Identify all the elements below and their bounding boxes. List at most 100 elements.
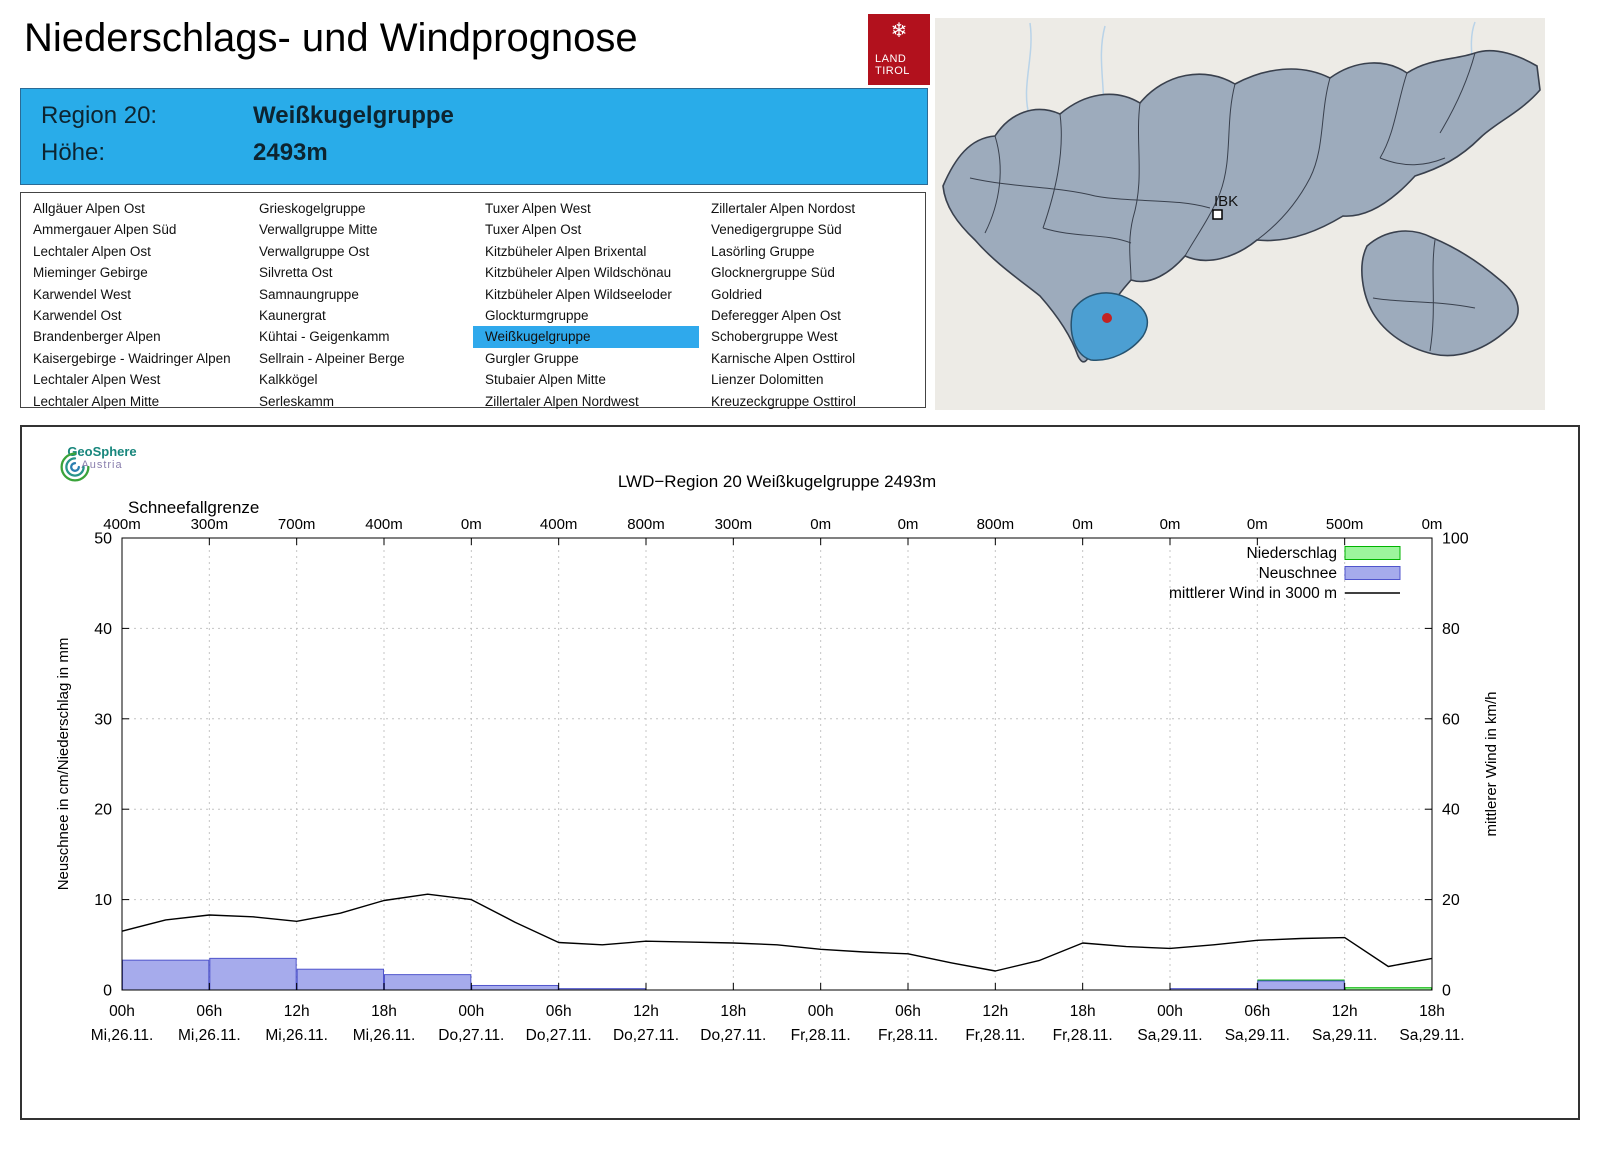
region-list-item[interactable]: Grieskogelgruppe bbox=[259, 201, 366, 216]
svg-text:Mi,26.11.: Mi,26.11. bbox=[353, 1027, 416, 1044]
svg-text:Sa,29.11.: Sa,29.11. bbox=[1137, 1027, 1202, 1044]
region-list-item[interactable]: Kitzbüheler Alpen Wildschönau bbox=[485, 265, 672, 281]
region-header: Region 20: Weißkugelgruppe Höhe: 2493m bbox=[20, 88, 928, 185]
region-list-item[interactable]: Kitzbüheler Alpen Wildseeloder bbox=[485, 286, 672, 302]
region-list-item[interactable]: Karnische Alpen Osttirol bbox=[711, 350, 856, 366]
page-title: Niederschlags- und Windprognose bbox=[24, 16, 638, 60]
region-name-value: Weißkugelgruppe bbox=[253, 102, 454, 129]
svg-text:mittlerer Wind in 3000 m: mittlerer Wind in 3000 m bbox=[1169, 585, 1337, 602]
region-list-item[interactable]: Mieminger Gebirge bbox=[33, 265, 148, 281]
region-list: Allgäuer Alpen Ost Ammergauer Alpen Süd Le… bbox=[20, 192, 926, 409]
svg-text:700m: 700m bbox=[278, 516, 316, 533]
ibk-label: IBK bbox=[1214, 193, 1238, 210]
svg-text:0m: 0m bbox=[1247, 516, 1268, 533]
svg-text:06h: 06h bbox=[546, 1003, 572, 1020]
svg-text:80: 80 bbox=[1442, 621, 1460, 638]
region-list-item[interactable]: Gurgler Gruppe bbox=[485, 350, 579, 366]
region-list-item[interactable]: Tuxer Alpen Ost bbox=[485, 222, 582, 238]
svg-text:06h: 06h bbox=[1244, 1003, 1270, 1020]
geosphere-name: GeoSphere bbox=[67, 444, 137, 459]
svg-text:0m: 0m bbox=[1072, 516, 1093, 533]
region-list-item[interactable]: Brandenberger Alpen bbox=[33, 329, 161, 345]
region-list-item[interactable]: Kreuzeckgruppe Osttirol bbox=[711, 393, 856, 409]
tirol-map-svg: IBK bbox=[935, 18, 1545, 410]
region-list-item[interactable]: Lienzer Dolomitten bbox=[711, 372, 824, 388]
svg-text:0m: 0m bbox=[810, 516, 831, 533]
ibk-marker bbox=[1212, 209, 1223, 220]
region-list-item[interactable]: Kühtai - Geigenkamm bbox=[259, 329, 390, 345]
region-list-item[interactable]: Sellrain - Alpeiner Berge bbox=[259, 350, 405, 366]
region-list-item[interactable]: Goldried bbox=[711, 286, 763, 302]
north-tirol-districts[interactable] bbox=[942, 49, 1541, 363]
selected-region-shape[interactable] bbox=[1070, 292, 1148, 361]
svg-text:40: 40 bbox=[1442, 802, 1460, 819]
region-list-item[interactable]: Lasörling Gruppe bbox=[711, 243, 815, 259]
tirol-region-map[interactable]: IBK bbox=[935, 18, 1545, 410]
svg-text:500m: 500m bbox=[1326, 516, 1364, 533]
region-list-item[interactable]: Karwendel West bbox=[33, 286, 132, 302]
region-list-item[interactable]: Zillertaler Alpen Nordost bbox=[711, 201, 856, 216]
region-list-item[interactable]: Weißkugelgruppe bbox=[473, 326, 699, 348]
svg-text:400m: 400m bbox=[365, 516, 403, 533]
region-list-item[interactable]: Kalkkögel bbox=[259, 372, 318, 388]
region-list-item[interactable]: Kaunergrat bbox=[259, 308, 326, 324]
region-list-item[interactable]: Deferegger Alpen Ost bbox=[711, 308, 841, 324]
svg-text:Schneefallgrenze: Schneefallgrenze bbox=[128, 498, 259, 517]
river-line bbox=[1025, 22, 1032, 119]
svg-text:Do,27.11.: Do,27.11. bbox=[438, 1027, 504, 1044]
svg-text:00h: 00h bbox=[458, 1003, 484, 1020]
forecast-chart: 0 10 20 30 40 50 0 20 40 60 80 100 00h 06h 12h 18h 00h 06… bbox=[55, 472, 1500, 1044]
svg-text:0: 0 bbox=[103, 983, 112, 1000]
svg-text:mittlerer Wind in km/h: mittlerer Wind in km/h bbox=[1483, 691, 1500, 836]
svg-text:100: 100 bbox=[1442, 531, 1469, 548]
region-list-item[interactable]: Kitzbüheler Alpen Brixental bbox=[485, 243, 647, 259]
land-tirol-logo: ❄ LAND TIROL bbox=[868, 14, 930, 85]
region-list-item[interactable]: Zillertaler Alpen Nordwest bbox=[485, 393, 639, 409]
region-list-item[interactable]: Tuxer Alpen West bbox=[485, 201, 591, 216]
region-list-item[interactable]: Serleskamm bbox=[259, 393, 335, 409]
svg-text:18h: 18h bbox=[720, 1003, 746, 1020]
altitude-value: 2493m bbox=[253, 139, 328, 166]
region-list-item[interactable]: Allgäuer Alpen Ost bbox=[33, 201, 145, 216]
svg-text:18h: 18h bbox=[1419, 1003, 1445, 1020]
region-list-item[interactable]: Venedigergruppe Süd bbox=[711, 222, 842, 238]
forecast-chart-panel: GeoSphere Austria 0 10 20 30 40 50 0 20 40 60 80 10… bbox=[20, 425, 1580, 1120]
svg-text:Fr,28.11.: Fr,28.11. bbox=[791, 1027, 851, 1044]
region-list-item[interactable]: Silvretta Ost bbox=[259, 265, 333, 281]
region-list-item[interactable]: Glockturmgruppe bbox=[485, 308, 589, 324]
selected-region-marker bbox=[1102, 313, 1112, 323]
region-list-item[interactable]: Lechtaler Alpen West bbox=[33, 372, 161, 388]
region-list-item[interactable]: Stubaier Alpen Mitte bbox=[485, 372, 606, 388]
svg-text:Fr,28.11.: Fr,28.11. bbox=[1053, 1027, 1113, 1044]
region-list-item[interactable]: Verwallgruppe Ost bbox=[259, 243, 370, 259]
region-list-item[interactable]: Karwendel Ost bbox=[33, 308, 122, 324]
region-list-item[interactable]: Glocknergruppe Süd bbox=[711, 265, 835, 281]
region-list-item[interactable]: Lechtaler Alpen Mitte bbox=[33, 393, 160, 409]
region-list-item[interactable]: Schobergruppe West bbox=[711, 329, 838, 345]
svg-text:Neuschnee: Neuschnee bbox=[1259, 565, 1337, 582]
region-list-item[interactable]: Verwallgruppe Mitte bbox=[259, 222, 378, 238]
geosphere-logo: GeoSphere Austria bbox=[52, 444, 152, 482]
svg-text:800m: 800m bbox=[627, 516, 665, 533]
svg-text:300m: 300m bbox=[191, 516, 229, 533]
east-tirol-districts[interactable] bbox=[1361, 230, 1519, 357]
region-list-item[interactable]: Lechtaler Alpen Ost bbox=[33, 243, 151, 259]
svg-text:12h: 12h bbox=[982, 1003, 1008, 1020]
svg-text:Fr,28.11.: Fr,28.11. bbox=[965, 1027, 1025, 1044]
region-list-item[interactable]: Samnaungruppe bbox=[259, 286, 359, 302]
altitude-label: Höhe: bbox=[41, 139, 106, 166]
region-list-item[interactable]: Kaisergebirge - Waidringer Alpen bbox=[33, 350, 231, 366]
svg-text:Sa,29.11.: Sa,29.11. bbox=[1312, 1027, 1377, 1044]
svg-text:0m: 0m bbox=[1160, 516, 1181, 533]
svg-text:00h: 00h bbox=[109, 1003, 135, 1020]
svg-text:Niederschlag: Niederschlag bbox=[1247, 545, 1337, 562]
svg-text:Sa,29.11.: Sa,29.11. bbox=[1225, 1027, 1290, 1044]
region-list-column: Zillertaler Alpen Nordost Venedigergruppe… bbox=[699, 198, 925, 409]
svg-text:0m: 0m bbox=[1422, 516, 1443, 533]
geosphere-sub: Austria bbox=[81, 459, 123, 472]
region-list-item[interactable]: Ammergauer Alpen Süd bbox=[33, 222, 177, 238]
svg-text:30: 30 bbox=[94, 711, 112, 728]
svg-text:400m: 400m bbox=[103, 516, 141, 533]
svg-text:Sa,29.11.: Sa,29.11. bbox=[1399, 1027, 1464, 1044]
svg-text:20: 20 bbox=[94, 802, 112, 819]
